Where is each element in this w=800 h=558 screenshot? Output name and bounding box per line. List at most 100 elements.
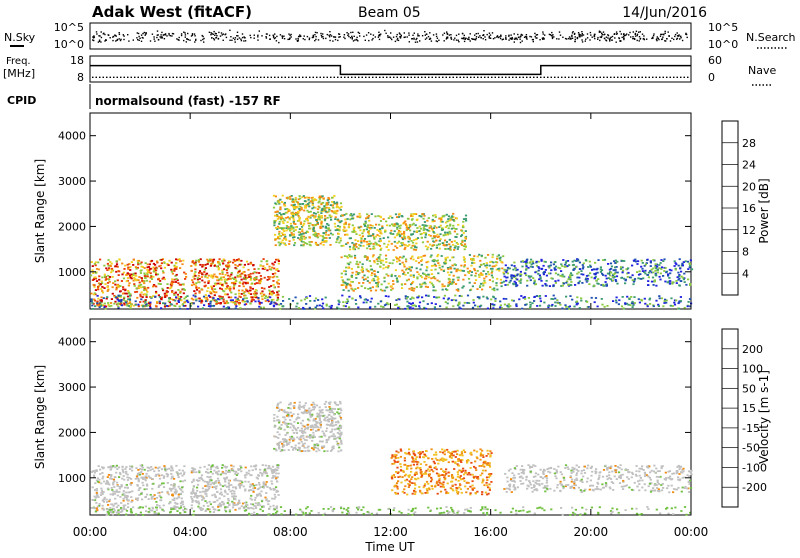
data-point <box>463 285 465 287</box>
data-point <box>448 274 450 276</box>
data-point <box>98 279 100 281</box>
data-point <box>559 267 561 269</box>
data-point <box>636 271 638 273</box>
data-point <box>164 278 166 280</box>
data-point <box>224 481 226 483</box>
data-point <box>412 308 414 310</box>
nsky-point <box>283 36 284 37</box>
data-point <box>115 271 117 273</box>
data-point <box>402 262 404 264</box>
data-point <box>170 484 172 486</box>
data-point <box>271 267 273 269</box>
data-point <box>279 221 281 223</box>
data-point <box>407 308 409 310</box>
data-point <box>530 259 532 261</box>
data-point <box>369 260 371 262</box>
data-point <box>156 504 158 506</box>
data-point <box>467 295 469 297</box>
data-point <box>259 504 261 506</box>
data-point <box>443 298 445 300</box>
nsky-point <box>243 36 244 37</box>
data-point <box>510 276 512 278</box>
data-point <box>546 285 548 287</box>
nsky-point <box>323 38 324 39</box>
data-point <box>135 467 137 469</box>
data-point <box>372 286 374 288</box>
data-point <box>248 292 250 294</box>
data-point <box>464 237 466 239</box>
data-point <box>253 278 255 280</box>
data-point <box>122 469 124 471</box>
data-point <box>243 285 245 287</box>
data-point <box>217 474 219 476</box>
data-point <box>204 491 206 493</box>
data-point <box>231 501 233 503</box>
data-point <box>515 303 517 305</box>
data-point <box>445 301 447 303</box>
data-point <box>266 481 268 483</box>
data-point <box>444 245 446 247</box>
data-point <box>371 280 373 282</box>
nsky-point <box>209 32 210 33</box>
data-point <box>502 255 504 257</box>
data-point <box>364 299 366 301</box>
data-point <box>373 278 375 280</box>
nsky-point <box>660 36 661 37</box>
data-point <box>149 307 151 309</box>
data-point <box>214 294 216 296</box>
data-point <box>254 283 256 285</box>
data-point <box>447 232 449 234</box>
data-point <box>111 489 113 491</box>
nsky-point <box>552 34 553 35</box>
data-point <box>347 242 349 244</box>
data-point <box>113 480 115 482</box>
data-point <box>341 245 343 247</box>
nsky-tick-top: 10^5 <box>54 21 84 34</box>
data-point <box>540 259 542 261</box>
data-point <box>245 282 247 284</box>
data-point <box>458 303 460 305</box>
data-point <box>605 285 607 287</box>
data-point <box>258 279 260 281</box>
data-point <box>313 227 315 229</box>
data-point <box>462 221 464 223</box>
data-point <box>315 307 317 309</box>
data-point <box>489 265 491 267</box>
nsky-point <box>590 34 591 35</box>
data-point <box>318 216 320 218</box>
beam-title: Beam 05 <box>358 5 421 21</box>
nsky-point <box>234 39 235 40</box>
nsky-point <box>597 37 598 38</box>
nsky-point <box>123 34 124 35</box>
data-point <box>135 273 137 275</box>
data-point <box>512 269 514 271</box>
data-point <box>447 285 449 287</box>
nsky-point <box>221 32 222 33</box>
data-point <box>483 263 485 265</box>
data-point <box>511 264 513 266</box>
data-point <box>627 304 629 306</box>
data-point <box>264 497 266 499</box>
data-point <box>304 205 306 207</box>
data-point <box>207 484 209 486</box>
data-point <box>573 306 575 308</box>
data-point <box>689 284 691 286</box>
nsky-point <box>105 39 106 40</box>
data-point <box>116 465 118 467</box>
data-point <box>395 269 397 271</box>
data-point <box>479 273 481 275</box>
nsky-point <box>616 31 617 32</box>
data-point <box>129 295 131 297</box>
data-point <box>317 244 319 246</box>
nsky-point <box>618 37 619 38</box>
data-point <box>210 301 212 303</box>
nsky-point <box>470 33 471 34</box>
data-point <box>237 272 239 274</box>
data-point <box>227 506 229 508</box>
data-point <box>508 303 510 305</box>
data-point <box>119 473 121 475</box>
nsky-point <box>571 36 572 37</box>
data-point <box>500 257 502 259</box>
nsky-point <box>158 39 159 40</box>
data-point <box>314 232 316 234</box>
